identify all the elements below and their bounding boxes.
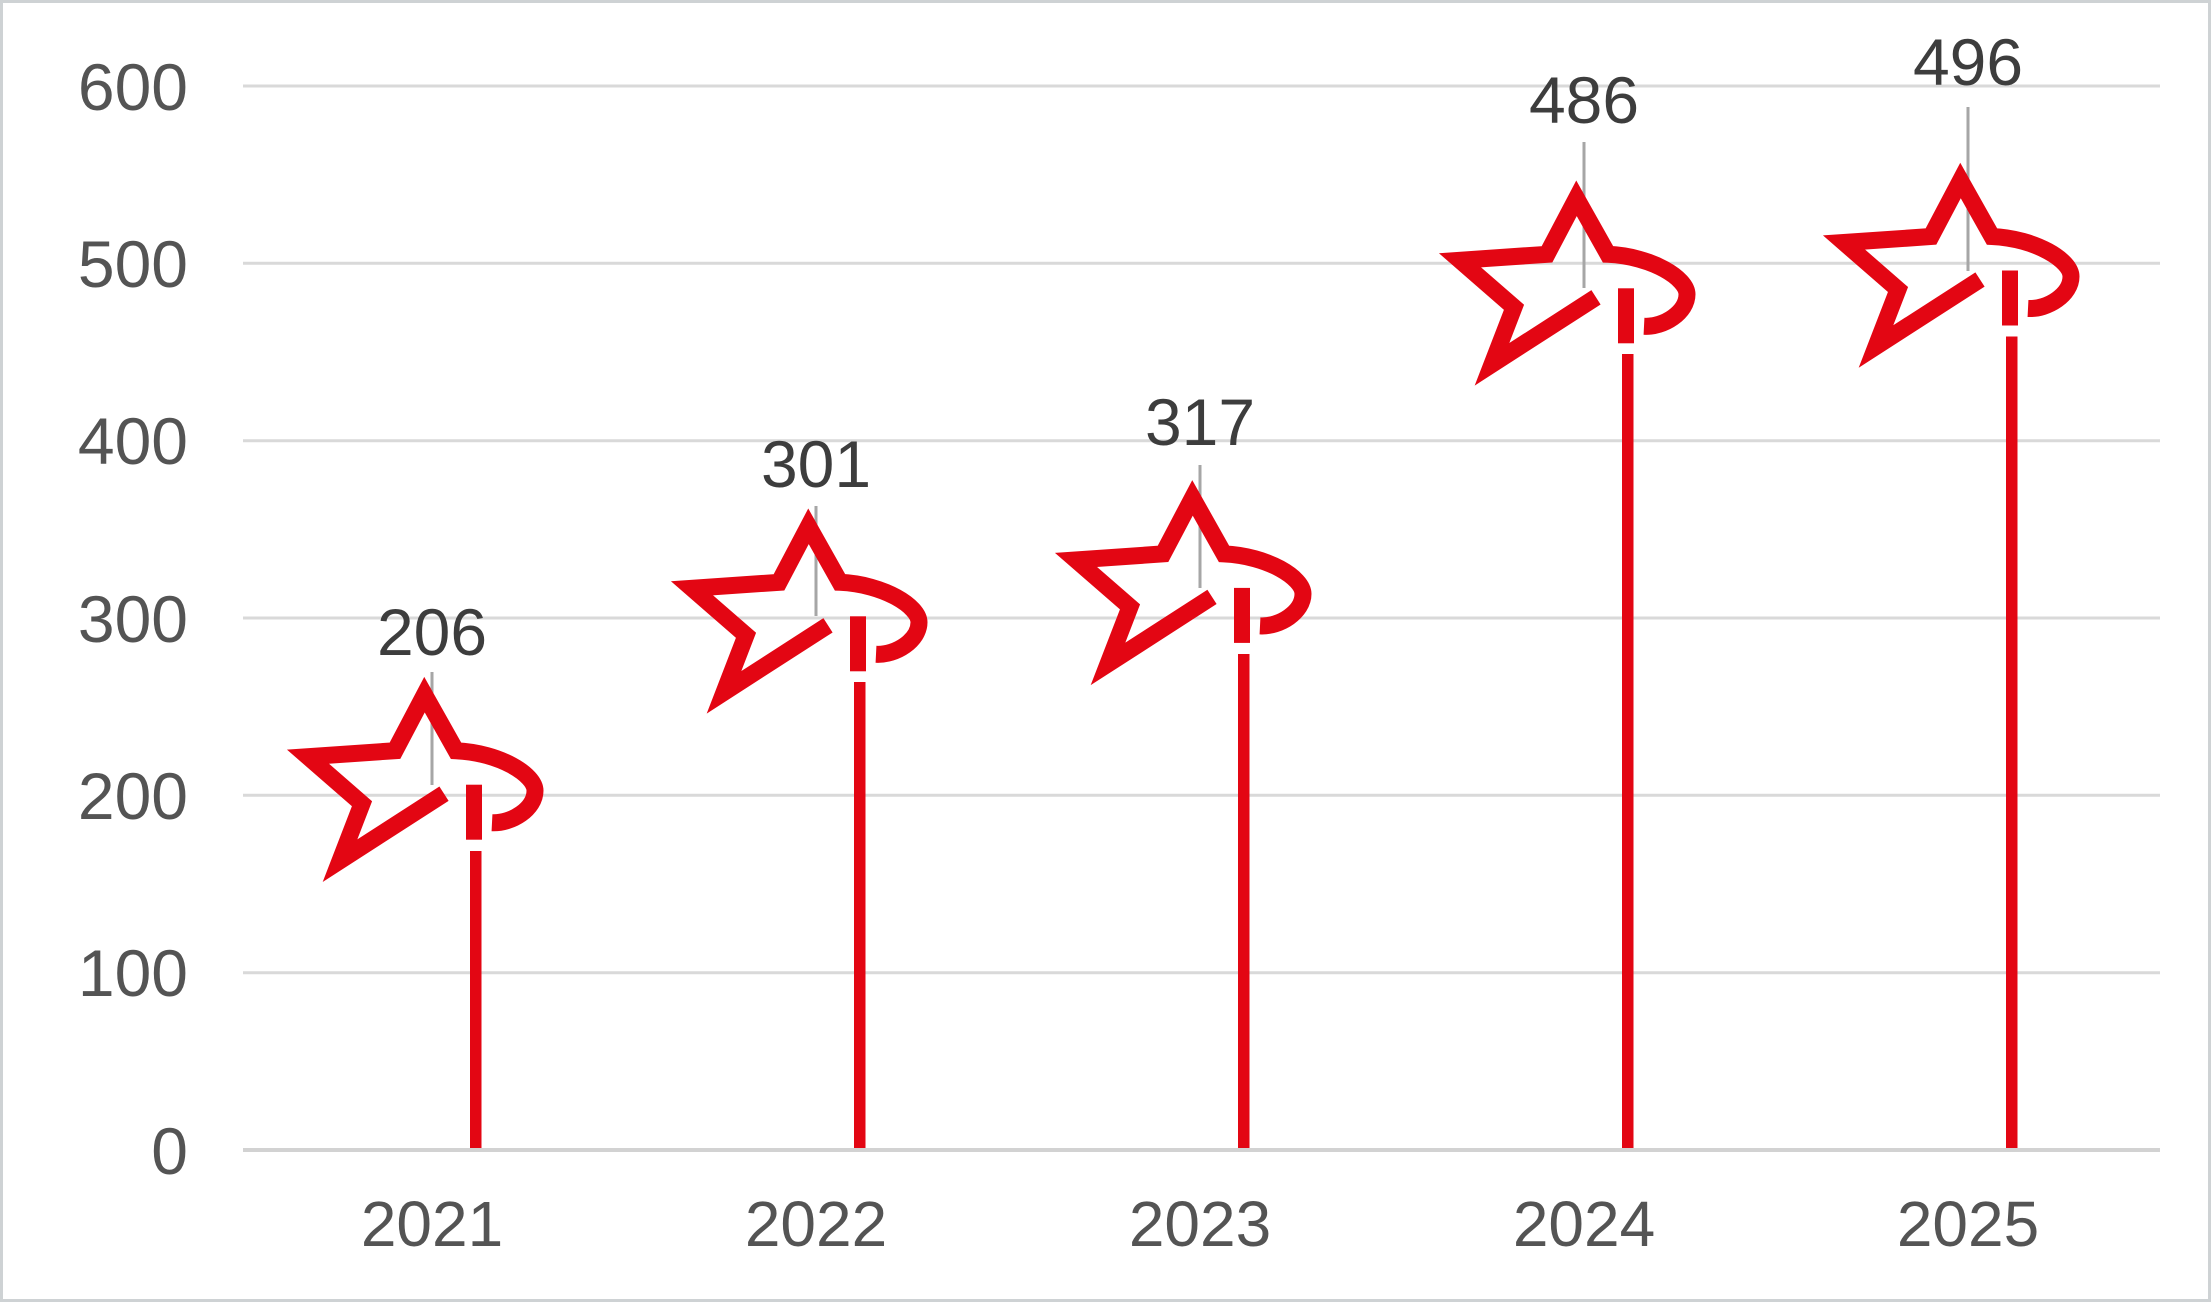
y-tick-label-500: 500 xyxy=(78,227,188,301)
gridlines xyxy=(243,84,2160,975)
drop-bar-2024 xyxy=(1622,354,1634,1149)
y-tick-label-100: 100 xyxy=(78,936,188,1010)
drop-bar-2023 xyxy=(1238,654,1250,1149)
y-tick-label-400: 400 xyxy=(78,404,188,478)
y-tick-label-200: 200 xyxy=(78,759,188,833)
data-labels: 206 301 317 486 496 xyxy=(377,25,2023,669)
data-label-2025: 496 xyxy=(1913,25,2023,99)
y-tick-label-300: 300 xyxy=(78,582,188,656)
y-tick-label-600: 600 xyxy=(78,50,188,124)
y-tick-label-0: 0 xyxy=(151,1114,188,1188)
x-tick-label-2021: 2021 xyxy=(361,1188,503,1260)
y-axis: 600 500 400 300 200 100 0 xyxy=(78,50,188,1188)
data-label-2021: 206 xyxy=(377,595,487,669)
drop-bars xyxy=(470,336,2018,1149)
x-tick-label-2024: 2024 xyxy=(1513,1188,1655,1260)
drop-bar-2021 xyxy=(470,851,482,1149)
drop-bar-2022 xyxy=(854,682,866,1149)
x-tick-label-2023: 2023 xyxy=(1129,1188,1271,1260)
x-tick-label-2022: 2022 xyxy=(745,1188,887,1260)
x-axis: 2021 2022 2023 2024 2025 xyxy=(361,1188,2039,1260)
x-tick-label-2025: 2025 xyxy=(1897,1188,2039,1260)
data-label-2022: 301 xyxy=(761,427,871,501)
data-label-2023: 317 xyxy=(1145,385,1255,459)
drop-bar-2025 xyxy=(2006,336,2018,1149)
data-label-2024: 486 xyxy=(1529,63,1639,137)
